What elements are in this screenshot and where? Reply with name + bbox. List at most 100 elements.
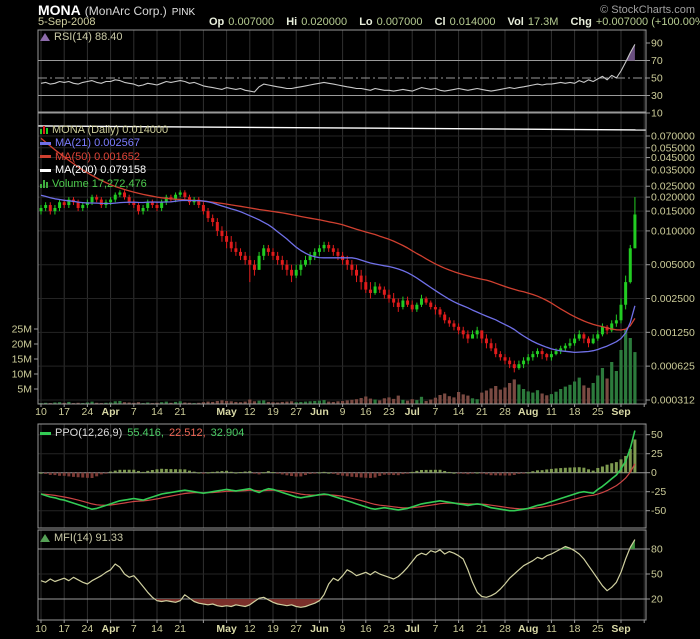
svg-text:16: 16 [360, 406, 372, 418]
svg-text:14: 14 [151, 623, 163, 635]
svg-text:21: 21 [476, 406, 488, 418]
svg-text:23: 23 [383, 623, 395, 635]
svg-text:14: 14 [151, 406, 163, 418]
svg-text:11: 11 [546, 623, 557, 635]
svg-text:17: 17 [58, 406, 70, 418]
svg-text:12: 12 [244, 406, 256, 418]
svg-text:70: 70 [651, 55, 663, 67]
svg-text:0.070000: 0.070000 [651, 131, 695, 143]
close-value: 0.014000 [449, 16, 496, 28]
svg-text:Aug: Aug [518, 623, 538, 635]
svg-text:12: 12 [244, 623, 256, 635]
svg-text:24: 24 [82, 623, 94, 635]
svg-text:10: 10 [35, 406, 47, 418]
ma200-legend-row: MA(200) 0.079158 [40, 164, 168, 177]
ma50-legend: MA(50) 0.001652 [55, 150, 140, 163]
svg-text:Apr: Apr [102, 406, 120, 418]
svg-text:Jun: Jun [310, 406, 329, 418]
rsi-indicator-icon [40, 33, 50, 42]
svg-text:25M: 25M [12, 324, 32, 336]
svg-text:10M: 10M [12, 369, 32, 381]
svg-text:5M: 5M [17, 384, 32, 396]
close-label: Cl [434, 16, 446, 28]
svg-text:7: 7 [131, 406, 137, 418]
mfi-indicator-icon [40, 534, 50, 543]
svg-text:21: 21 [174, 623, 186, 635]
svg-text:24: 24 [82, 406, 94, 418]
ppo-legend-name: PPO(12,26,9) [55, 427, 123, 439]
volume-legend: Volume 17,272,476 [52, 177, 147, 190]
ppo-value-2: 22.512, [168, 427, 206, 439]
price-plot [38, 125, 646, 404]
svg-text:90: 90 [651, 38, 663, 50]
volume-bars-icon [40, 179, 48, 188]
mfi-panel: 80 50 20 10 17 24 Apr 7 14 21 May 12 19 27 Jun 9 16 23 Jul… [35, 529, 663, 635]
ma21-legend: MA(21) 0.002567 [55, 137, 140, 150]
mfi-legend: MFI(14) 91.33 [40, 532, 123, 545]
svg-text:21: 21 [476, 623, 488, 635]
price-legend-title-row: MONA (Daily) 0.014000 [40, 124, 168, 137]
svg-text:0.001250: 0.001250 [651, 327, 695, 339]
low-label: Lo [359, 16, 373, 28]
rsi-panel: 90 70 50 30 10 [37, 29, 663, 120]
price-legend: MONA (Daily) 0.014000 MA(21) 0.002567 MA… [40, 124, 168, 191]
ppo-legend: PPO(12,26,9) 55.416, 22.512, 32.904 [40, 427, 244, 440]
svg-text:0: 0 [651, 467, 657, 479]
volume-value: 17.3M [527, 16, 559, 28]
svg-text:18: 18 [569, 623, 581, 635]
ticker-symbol: MONA [38, 2, 81, 18]
svg-text:7: 7 [131, 623, 137, 635]
svg-text:May: May [216, 406, 237, 418]
ppo-value-3: 32.904 [210, 427, 245, 439]
svg-text:80: 80 [651, 544, 663, 556]
quote-row: Op 0.007000 Hi 0.020000 Lo 0.007000 Cl 0.014… [200, 16, 700, 28]
svg-text:50: 50 [651, 568, 663, 580]
open-value: 0.007000 [228, 16, 275, 28]
rsi-legend: RSI(14) 88.40 [40, 31, 122, 44]
svg-text:-25: -25 [651, 486, 666, 498]
mfi-legend-label: MFI(14) 91.33 [54, 532, 124, 544]
change-value: +0.007000 (+100.00%) [595, 16, 700, 28]
high-label: Hi [286, 16, 298, 28]
svg-text:28: 28 [499, 406, 511, 418]
ppo-line-icon [40, 431, 51, 435]
candlestick-icon [40, 126, 48, 135]
svg-text:30: 30 [651, 90, 663, 102]
company-name: (MonArc Corp.) [84, 4, 167, 18]
chart-date: 5-Sep-2008 [38, 16, 96, 28]
ma200-legend: MA(200) 0.079158 [55, 164, 147, 177]
volume-label: Vol [507, 16, 524, 28]
svg-text:0.002500: 0.002500 [651, 293, 695, 305]
svg-text:27: 27 [290, 623, 302, 635]
svg-text:19: 19 [267, 406, 279, 418]
svg-text:-50: -50 [651, 505, 666, 517]
svg-text:Apr: Apr [102, 623, 120, 635]
svg-text:0.000625: 0.000625 [651, 361, 695, 373]
svg-text:Sep: Sep [611, 406, 630, 418]
svg-text:20M: 20M [12, 339, 32, 351]
svg-text:23: 23 [383, 406, 395, 418]
svg-text:0.015000: 0.015000 [651, 206, 695, 218]
svg-text:14: 14 [453, 623, 465, 635]
svg-text:0.055000: 0.055000 [651, 142, 695, 154]
rsi-legend-label: RSI(14) 88.40 [54, 31, 123, 43]
svg-text:0.020000: 0.020000 [651, 192, 695, 204]
svg-text:25: 25 [592, 623, 604, 635]
svg-text:25: 25 [651, 448, 663, 460]
svg-text:0.045000: 0.045000 [651, 152, 695, 164]
svg-text:9: 9 [340, 623, 346, 635]
low-value: 0.007000 [376, 16, 423, 28]
svg-text:18: 18 [569, 406, 581, 418]
svg-text:19: 19 [267, 623, 279, 635]
ppo-value-1: 55.416, [127, 427, 164, 439]
svg-text:27: 27 [290, 406, 302, 418]
ma21-line-icon [40, 142, 51, 145]
exchange-listing: PINK [171, 7, 196, 18]
ma50-line-icon [40, 155, 51, 159]
price-legend-title: MONA (Daily) 0.014000 [52, 124, 169, 136]
svg-text:16: 16 [360, 623, 372, 635]
svg-text:15M: 15M [12, 354, 32, 366]
